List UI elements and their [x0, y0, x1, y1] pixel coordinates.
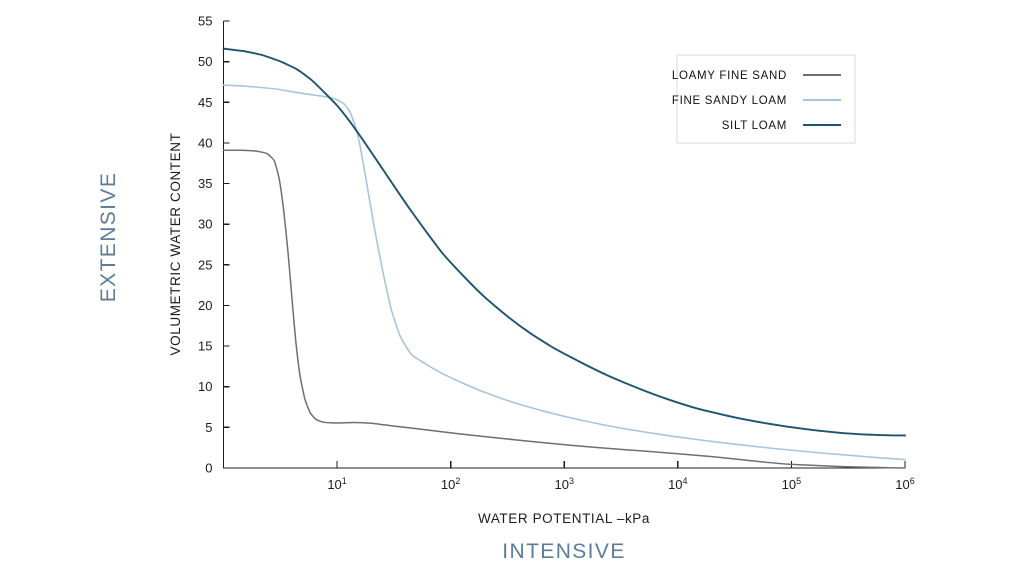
annotation-extensive: EXTENSIVE — [97, 172, 120, 302]
legend-item-label: FINE SANDY LOAM — [672, 95, 787, 107]
series-line — [222, 47, 906, 437]
legend-item-label: LOAMY FINE SAND — [672, 70, 787, 82]
y-tick-label: 5 — [205, 420, 212, 435]
x-axis-title: WATER POTENTIAL –kPa — [478, 511, 650, 526]
x-tick-label: 103 — [555, 476, 574, 492]
y-tick-label: 30 — [198, 217, 212, 232]
y-tick-label: 35 — [198, 176, 212, 191]
annotation-intensive: INTENSIVE — [502, 540, 625, 563]
axis-lines — [222, 21, 905, 469]
y-tick-label: 45 — [198, 95, 212, 110]
y-tick-label: 40 — [198, 135, 212, 150]
y-axis-title: VOLUMETRIC WATER CONTENT — [168, 133, 183, 356]
x-tick-label: 106 — [895, 476, 914, 492]
series-line — [222, 84, 906, 461]
y-tick-label: 50 — [198, 54, 212, 69]
y-tick-label: 20 — [198, 298, 212, 313]
x-axis-ticks: 101 102 103 104 105 106 — [327, 461, 915, 492]
x-tick-label: 105 — [782, 476, 801, 492]
x-tick-label: 102 — [441, 476, 460, 492]
curve-group — [222, 47, 906, 469]
legend-item-label: SILT LOAM — [722, 120, 787, 132]
y-tick-label: 15 — [198, 339, 212, 354]
x-tick-label: 104 — [668, 476, 687, 492]
y-tick-label: 0 — [205, 461, 212, 476]
x-tick-label: 101 — [327, 476, 346, 492]
y-axis-ticks: 0 5 10 15 20 25 30 35 40 45 50 55 — [198, 14, 230, 476]
y-tick-label: 55 — [198, 14, 212, 29]
series-line — [222, 149, 906, 469]
chart-legend: LOAMY FINE SAND FINE SANDY LOAM SILT LOAM — [672, 54, 856, 144]
y-tick-label: 25 — [198, 257, 212, 272]
y-tick-label: 10 — [198, 379, 212, 394]
